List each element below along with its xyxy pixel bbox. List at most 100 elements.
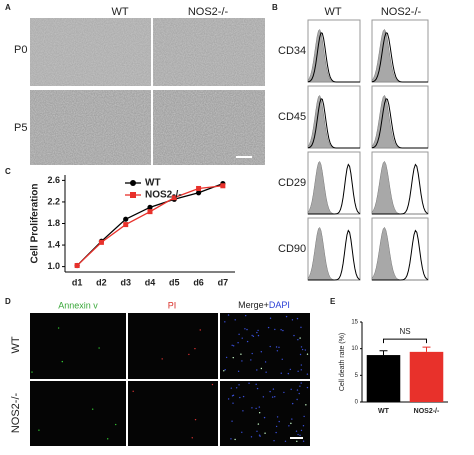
cell-signal <box>248 382 250 384</box>
cell-signal <box>242 395 245 398</box>
row-label: CD29 <box>278 177 306 189</box>
row-label: CD90 <box>278 243 306 255</box>
cell-signal <box>299 353 302 356</box>
column-header: WT <box>111 6 128 18</box>
point <box>147 209 153 215</box>
cell-signal <box>31 371 33 373</box>
cell-signal <box>273 439 275 442</box>
cell-signal <box>258 434 261 436</box>
cell-signal <box>38 429 40 431</box>
cell-signal <box>267 326 270 329</box>
cell-signal <box>305 404 307 406</box>
row-label: WT <box>10 336 22 353</box>
column-header: PI <box>168 300 177 310</box>
cell-signal <box>274 328 276 331</box>
cell-signal <box>291 319 294 321</box>
cell-signal <box>304 349 307 351</box>
y-tick-label: 5 <box>355 373 359 379</box>
column-header: Merge+DAPI <box>238 300 290 310</box>
cell-signal <box>244 314 247 317</box>
cell-signal <box>241 360 243 362</box>
cell-signal <box>258 412 261 414</box>
error-bar <box>379 350 388 356</box>
cell-signal <box>211 383 214 386</box>
cell-signal <box>296 389 299 391</box>
panel-label: C <box>5 167 11 176</box>
cell-signal <box>223 370 225 372</box>
cell-signal <box>300 364 303 366</box>
cell-signal <box>306 373 309 375</box>
line-chart: 1.0 1.4 1.8 2.2 2.6 d1 d2 d3 d4 d5 d6 d7 Cell Prolif… <box>30 175 235 287</box>
cell-signal <box>57 327 60 329</box>
fluorescence-image <box>220 381 310 446</box>
y-tick-label: 2.2 <box>47 196 60 206</box>
y-tick-label: 2.6 <box>47 175 60 185</box>
cell-signal <box>289 368 292 371</box>
panel-label: D <box>5 297 11 306</box>
cell-signal <box>91 408 94 410</box>
cell-signal <box>252 335 255 338</box>
cell-signal <box>272 388 275 390</box>
cell-signal <box>231 395 234 397</box>
cell-signal <box>194 347 196 350</box>
cell-signal <box>257 329 259 332</box>
x-tick-label: d6 <box>193 277 204 287</box>
y-axis-label: Cell death rate (%) <box>339 333 346 391</box>
cell-signal <box>300 382 302 384</box>
cell-signal <box>237 370 240 373</box>
cell-signal <box>259 435 261 437</box>
cell-signal <box>257 334 260 337</box>
y-axis-label: Cell Proliferation <box>30 183 41 263</box>
cell-signal <box>260 351 263 353</box>
point <box>220 183 226 189</box>
bar <box>409 351 444 402</box>
marker-peak <box>372 163 429 215</box>
cell-signal <box>301 348 304 351</box>
cell-signal <box>278 420 280 423</box>
cell-signal <box>234 438 236 441</box>
marker-peak <box>307 98 360 149</box>
cell-signal <box>300 346 303 348</box>
point <box>196 185 202 191</box>
cell-signal <box>295 430 298 432</box>
bar-chart: 0 5 10 15 Cell death rate (%) WT NOS2-/- NS <box>339 320 448 415</box>
cell-signal <box>299 337 301 339</box>
cell-signal <box>300 369 302 371</box>
point <box>98 239 104 245</box>
cell-signal <box>297 370 299 372</box>
cell-signal <box>255 383 257 386</box>
error-bar <box>422 346 431 352</box>
cell-signal <box>238 384 240 386</box>
cell-signal <box>296 440 298 443</box>
cell-signal <box>306 386 309 389</box>
fluorescence-image <box>30 381 126 446</box>
micrograph-texture <box>30 18 151 86</box>
column-header: NOS2-/- <box>188 6 229 18</box>
marker-peak <box>371 32 428 83</box>
merge-label: Merge+ <box>238 300 269 310</box>
cell-signal <box>269 390 271 393</box>
x-tick-label: NOS2-/- <box>414 408 440 415</box>
panel-label: E <box>330 297 336 306</box>
cell-signal <box>234 319 236 321</box>
cell-signal <box>237 341 239 344</box>
cell-signal <box>262 396 265 398</box>
bar <box>366 355 401 402</box>
cell-signal <box>269 345 271 348</box>
cell-signal <box>224 369 226 371</box>
cell-signal <box>232 356 234 359</box>
marker-peak <box>308 163 361 215</box>
cell-signal <box>107 438 109 440</box>
marker-peak <box>308 229 361 281</box>
cell-signal <box>231 420 233 422</box>
marker-peak <box>307 32 360 83</box>
cell-signal <box>302 440 305 442</box>
column-header: WT <box>324 6 341 18</box>
marker-peak <box>372 229 429 281</box>
point <box>147 204 153 210</box>
cell-signal <box>300 429 303 432</box>
cell-signal <box>241 337 243 339</box>
cell-signal <box>225 356 228 359</box>
cell-signal <box>246 328 248 331</box>
